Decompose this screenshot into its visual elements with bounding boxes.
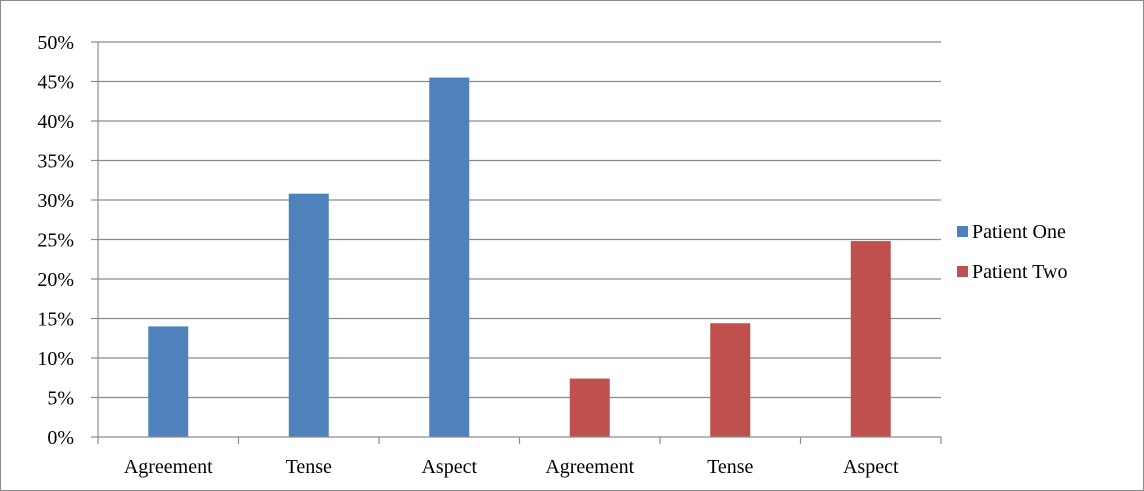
x-tick-labels: Agreement Tense Aspect Agreement Tense Aspect xyxy=(124,456,899,478)
legend-label: Patient Two xyxy=(972,261,1067,283)
y-tick-label: 25% xyxy=(37,230,74,252)
x-tick-label: Tense xyxy=(286,456,332,478)
y-tick-label: 0% xyxy=(47,427,74,449)
x-tick-label: Agreement xyxy=(545,456,634,478)
x-tick-label: Aspect xyxy=(843,456,899,478)
bars xyxy=(148,77,891,438)
gridlines xyxy=(91,41,941,438)
y-tick-label: 45% xyxy=(37,72,74,94)
y-tick-label: 5% xyxy=(47,388,74,410)
y-tick-label: 15% xyxy=(37,309,74,331)
bar-patient-one-1 xyxy=(288,193,329,437)
y-tick-label: 20% xyxy=(37,269,74,291)
y-tick-label: 30% xyxy=(37,190,74,212)
bar-patient-one-0 xyxy=(148,326,189,437)
bar-patient-two-3 xyxy=(569,378,610,437)
x-tick-label: Tense xyxy=(707,456,753,478)
bar-patient-one-2 xyxy=(429,77,470,438)
bar-patient-two-4 xyxy=(710,323,751,437)
y-tick-label: 35% xyxy=(37,151,74,173)
x-tick-label: Aspect xyxy=(421,456,477,478)
y-tick-label: 10% xyxy=(37,348,74,370)
y-tick-labels: 0% 5% 10% 15% 20% 25% 30% 35% 40% 45% 50% xyxy=(37,32,74,449)
legend-swatch xyxy=(957,266,968,277)
y-tick-label: 50% xyxy=(37,32,74,54)
legend-label: Patient One xyxy=(972,221,1066,243)
x-tick-label: Agreement xyxy=(124,456,213,478)
legend-swatch xyxy=(957,226,968,237)
y-tick-label: 40% xyxy=(37,111,74,133)
axes xyxy=(97,42,942,444)
legend: Patient One Patient Two xyxy=(957,221,1067,283)
bar-patient-two-5 xyxy=(850,241,891,437)
